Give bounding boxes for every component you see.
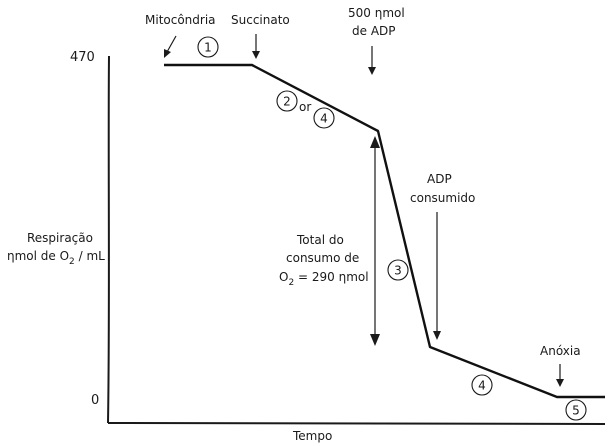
mitochondria-arrow	[164, 35, 177, 58]
label-adp-added-line1: 500 ηmol	[348, 6, 405, 20]
x-axis-label: Tempo	[292, 429, 332, 443]
succinate-arrow	[252, 34, 260, 59]
label-total-line3: O2 = 290 ηmol	[279, 270, 369, 288]
x-axis	[107, 422, 606, 425]
svg-text:2: 2	[283, 95, 291, 109]
oxygen-trace	[164, 63, 605, 399]
y-axis-label-subscript: 2	[69, 257, 75, 267]
label-adp-consumed-line2: consumido	[410, 191, 475, 205]
label-adp-consumed-line1: ADP	[427, 172, 452, 186]
label-mitochondria: Mitocôndria	[145, 13, 216, 27]
y-axis	[107, 55, 110, 424]
y-axis-label-suffix: / mL	[75, 249, 105, 263]
y-axis-label-prefix: ηmol de O	[7, 249, 69, 263]
state-4-marker-lower: 4	[471, 374, 493, 396]
anoxia-arrow	[556, 364, 564, 387]
axes	[107, 55, 606, 425]
label-adp-added-line2: de ADP	[352, 24, 396, 38]
label-anoxia: Anóxia	[540, 344, 581, 358]
y-tick-470: 470	[70, 50, 95, 65]
adp-added-arrow	[368, 46, 376, 75]
label-succinate: Succinato	[231, 13, 290, 27]
state-3-marker: 3	[387, 259, 409, 281]
y-tick-0: 0	[91, 393, 99, 408]
label-total-line1: Total do	[296, 233, 344, 247]
y-axis-label-line2: ηmol de O2 / mL	[7, 249, 105, 267]
adp-consumed-arrow	[433, 212, 441, 340]
label-total-subscript: 2	[288, 278, 294, 288]
label-or: or	[299, 100, 311, 114]
y-axis-label-line1: Respiração	[27, 231, 93, 245]
state-5-marker: 5	[565, 399, 587, 421]
label-total-line2: consumo de	[286, 251, 359, 265]
label-total-suffix: = 290 ηmol	[294, 270, 368, 284]
svg-text:1: 1	[204, 41, 212, 55]
svg-text:4: 4	[320, 112, 328, 126]
state-1-marker: 1	[197, 36, 219, 58]
svg-text:4: 4	[478, 379, 486, 393]
label-total-prefix: O	[279, 270, 288, 284]
svg-text:3: 3	[394, 264, 402, 278]
state-2-marker: 2	[276, 90, 298, 112]
svg-text:5: 5	[572, 404, 580, 418]
total-consumption-arrow	[370, 136, 380, 346]
state-4-marker-upper: 4	[313, 107, 335, 129]
